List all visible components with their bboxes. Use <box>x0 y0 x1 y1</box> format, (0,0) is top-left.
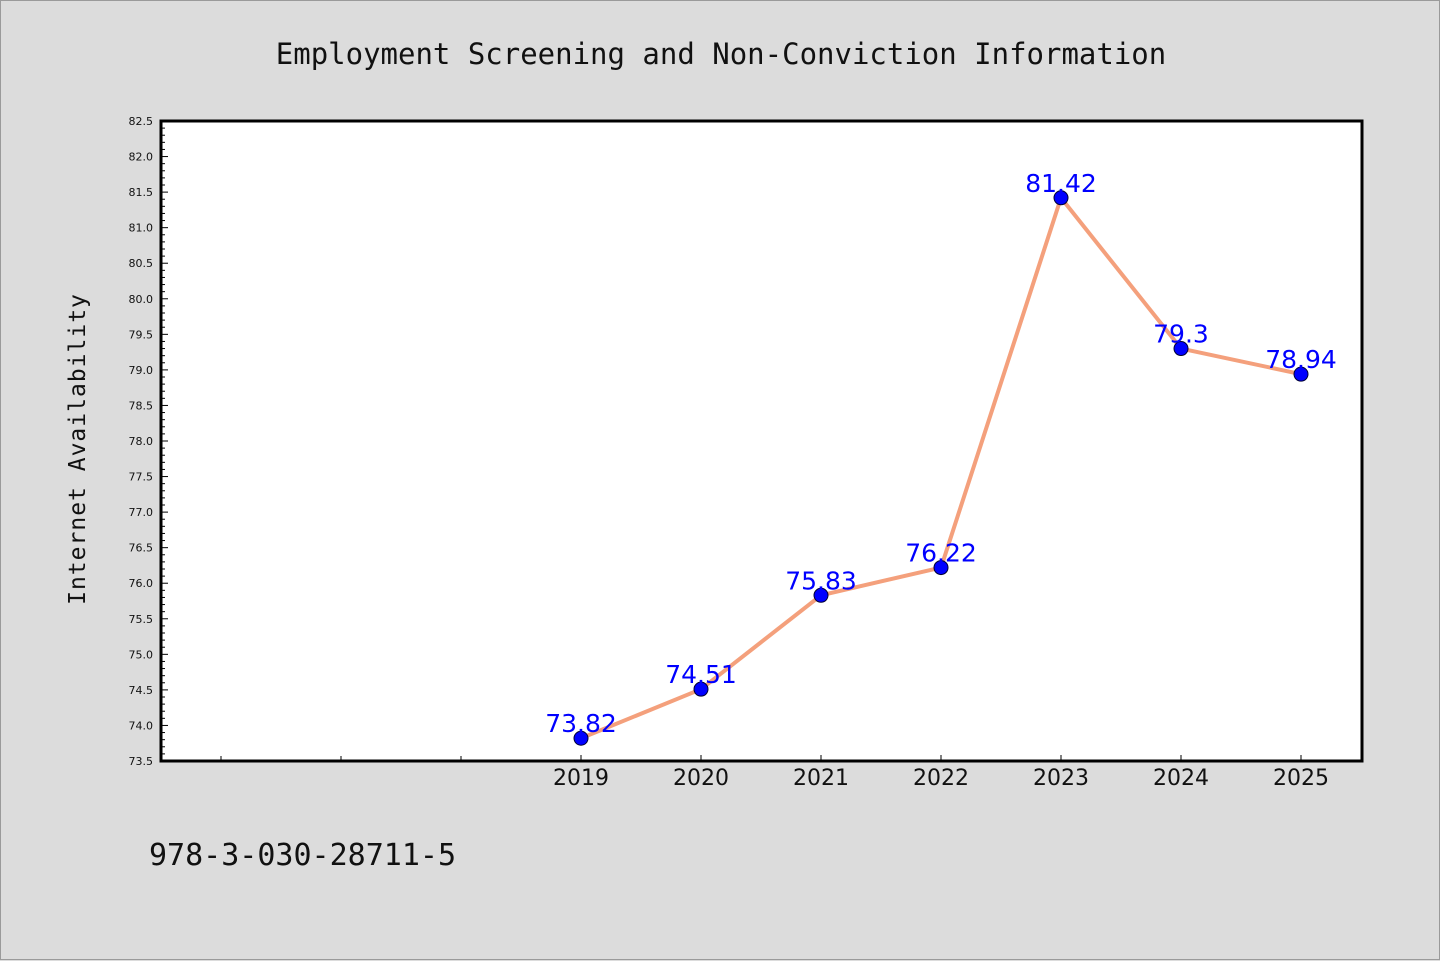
y-axis-ticks: 73.5 74.0 74.5 75.0 75.5 76.0 76.5 77.0 77.5 78.0… <box>129 115 168 768</box>
data-point <box>933 560 949 576</box>
x-tick-label: 2024 <box>1153 766 1209 791</box>
y-tick-label: 81.5 <box>129 186 154 199</box>
x-tick-label: 2023 <box>1033 766 1089 791</box>
y-tick-label: 77.0 <box>129 506 154 519</box>
data-point <box>693 681 709 697</box>
y-tick-label: 80.5 <box>129 257 154 270</box>
y-tick-label: 82.5 <box>129 115 154 128</box>
y-tick-label: 78.0 <box>129 435 154 448</box>
y-tick-label: 79.0 <box>129 364 154 377</box>
data-label: 78.94 <box>1265 345 1337 374</box>
y-tick-label: 75.5 <box>129 613 154 626</box>
x-tick-label: 2025 <box>1273 766 1329 791</box>
y-tick-label: 80.0 <box>129 293 154 306</box>
data-point <box>573 730 589 746</box>
x-tick-label: 2022 <box>913 766 969 791</box>
data-label: 73.82 <box>545 709 617 738</box>
data-point <box>1293 366 1309 382</box>
y-tick-label: 77.5 <box>129 471 154 484</box>
y-tick-label: 76.5 <box>129 542 154 555</box>
data-label: 74.51 <box>665 660 737 689</box>
chart-title: Employment Screening and Non-Conviction … <box>276 37 1166 71</box>
y-tick-label: 79.5 <box>129 328 154 341</box>
y-tick-label: 75.0 <box>129 648 154 661</box>
x-axis-ticks: 2019 2020 2021 2022 2023 2024 2025 <box>220 755 1329 791</box>
data-label: 81.42 <box>1025 169 1097 198</box>
y-tick-label: 74.5 <box>129 684 154 697</box>
series-layer: 73.82 74.51 75.83 76.22 81.42 79.3 78.94 <box>545 169 1337 746</box>
data-label: 75.83 <box>785 566 857 595</box>
data-point <box>1053 190 1069 206</box>
x-tick-label: 2020 <box>673 766 729 791</box>
data-point <box>813 587 829 603</box>
y-tick-label: 81.0 <box>129 222 154 235</box>
y-tick-label: 74.0 <box>129 719 154 732</box>
x-tick-label: 2021 <box>793 766 849 791</box>
data-label: 76.22 <box>905 539 977 568</box>
x-tick-label: 2019 <box>553 766 609 791</box>
data-point <box>1173 341 1189 357</box>
plot-area <box>159 119 1364 763</box>
y-tick-label: 73.5 <box>129 755 154 768</box>
y-tick-label: 78.5 <box>129 399 154 412</box>
y-axis-label: Internet Availability <box>65 293 91 605</box>
footer-id-text: 978-3-030-28711-5 <box>149 838 456 873</box>
y-tick-label: 76.0 <box>129 577 154 590</box>
data-label: 79.3 <box>1153 320 1209 349</box>
y-tick-label: 82.0 <box>129 151 154 164</box>
